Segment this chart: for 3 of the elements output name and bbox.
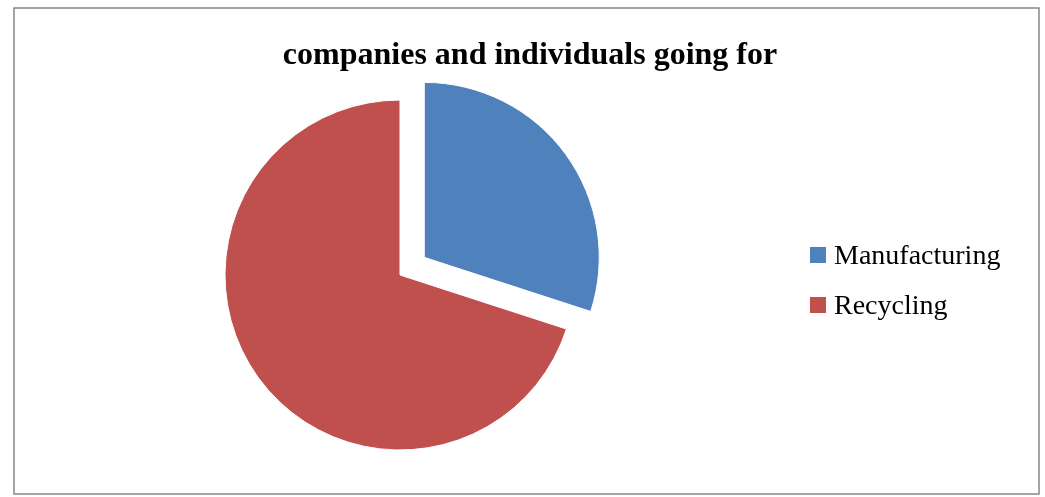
legend-label: Manufacturing bbox=[834, 239, 1001, 270]
legend-label: Recycling bbox=[834, 289, 948, 320]
chart-title: companies and individuals going for bbox=[282, 35, 778, 71]
